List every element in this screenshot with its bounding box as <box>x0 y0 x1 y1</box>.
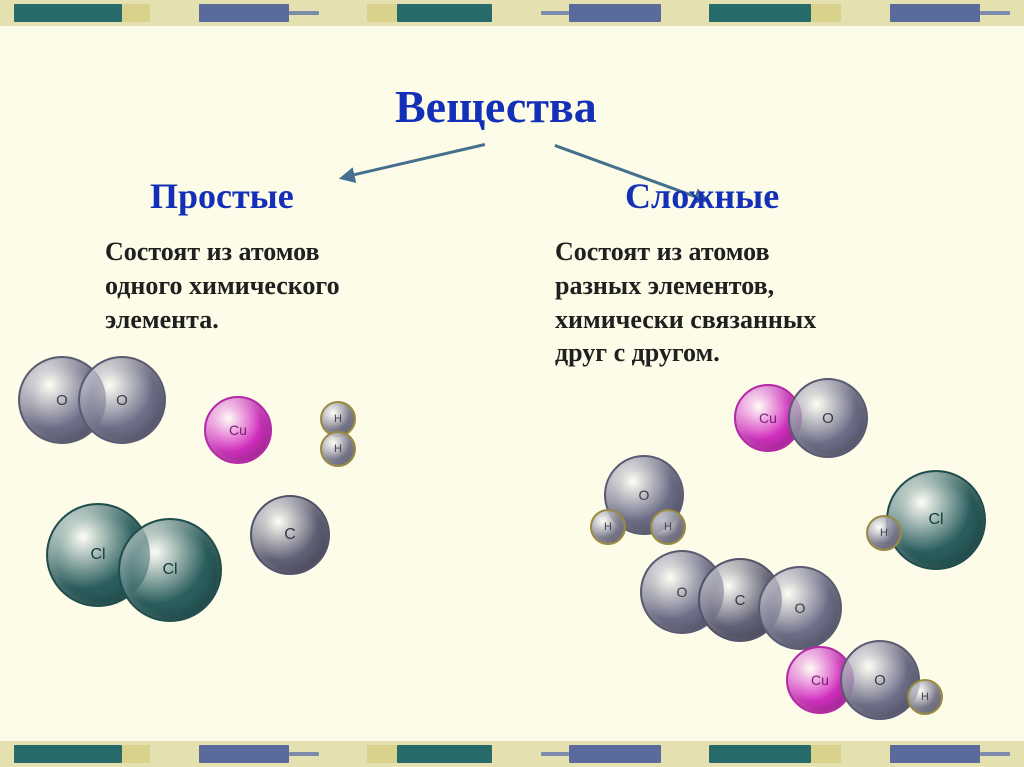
atom-h: H <box>590 509 626 545</box>
atom-h: H <box>907 679 943 715</box>
arrow-left-shaft <box>354 144 485 177</box>
decor-segment <box>199 4 289 22</box>
decor-segment <box>890 745 980 763</box>
decor-segment <box>14 4 122 22</box>
decor-segment <box>541 11 569 15</box>
slide-content: Вещества Простые Состоят из атомоводного… <box>0 0 1024 767</box>
decor-segment <box>709 4 811 22</box>
right-body-text: Состоят из атомовразных элементов,химиче… <box>555 235 935 370</box>
decor-segment <box>14 745 122 763</box>
decor-segment <box>122 4 150 22</box>
decor-segment <box>289 752 319 756</box>
right-subtitle: Сложные <box>625 175 779 217</box>
atom-cl: Cl <box>118 518 222 622</box>
decor-segment <box>122 745 150 763</box>
decor-segment <box>890 4 980 22</box>
decor-segment <box>980 11 1010 15</box>
decor-segment <box>289 11 319 15</box>
atom-h: H <box>650 509 686 545</box>
decor-segment <box>569 4 661 22</box>
decor-segment <box>709 745 811 763</box>
decor-segment <box>811 745 841 763</box>
atom-h: H <box>866 515 902 551</box>
decor-segment <box>541 752 569 756</box>
decor-segment <box>569 745 661 763</box>
decor-segment <box>367 745 397 763</box>
decor-segment <box>811 4 841 22</box>
bottom-decor-band <box>0 741 1024 767</box>
atom-o: O <box>758 566 842 650</box>
atom-o: O <box>840 640 920 720</box>
atom-cl: Cl <box>886 470 986 570</box>
main-title: Вещества <box>395 80 597 133</box>
decor-segment <box>199 745 289 763</box>
atom-o: O <box>788 378 868 458</box>
arrow-left-head-icon <box>337 167 356 186</box>
left-body-text: Состоят из атомоводного химическогоэлеме… <box>105 235 485 336</box>
atom-c: C <box>250 495 330 575</box>
decor-segment <box>397 4 492 22</box>
decor-segment <box>980 752 1010 756</box>
atom-cu: Cu <box>204 396 272 464</box>
atom-h: H <box>320 431 356 467</box>
top-decor-band <box>0 0 1024 26</box>
left-subtitle: Простые <box>150 175 294 217</box>
decor-segment <box>397 745 492 763</box>
atom-o: O <box>78 356 166 444</box>
decor-segment <box>367 4 397 22</box>
